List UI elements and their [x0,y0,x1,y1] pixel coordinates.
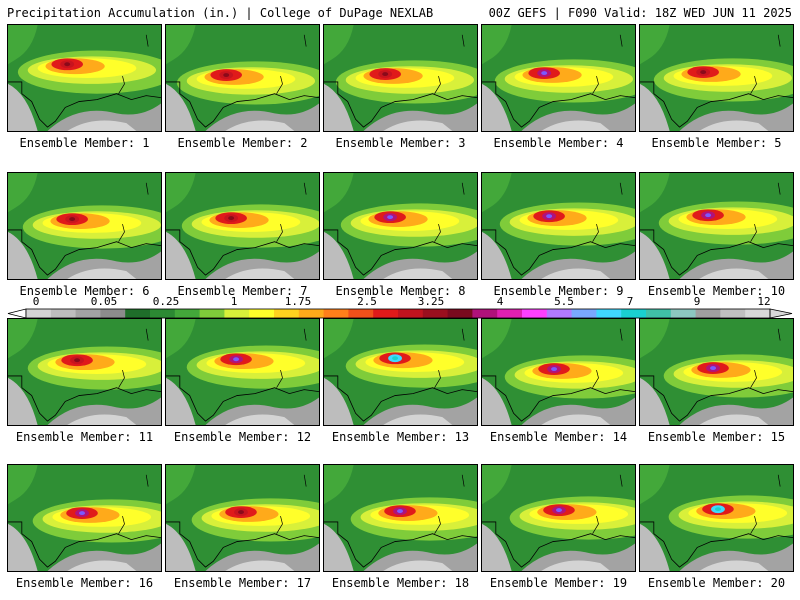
colorbar-tick-label: 3.25 [417,295,445,308]
colorbar-tick-label: 7 [626,295,634,308]
ensemble-member-map [481,318,636,426]
ensemble-member-label: Ensemble Member: 18 [331,576,470,590]
colorbar-swatch [571,309,597,318]
ensemble-member-label: Ensemble Member: 10 [647,284,786,298]
map-title: Precipitation Accumulation (in.) | Colle… [7,6,434,20]
colorbar-tick-label: 9 [693,295,701,308]
ensemble-member-map [639,172,794,280]
colorbar-swatch [422,309,449,318]
ensemble-member-label: Ensemble Member: 11 [15,430,154,444]
ensemble-member-label: Ensemble Member: 12 [173,430,312,444]
ensemble-member-label: Ensemble Member: 9 [493,284,624,298]
colorbar-tick-label: 1.75 [284,295,312,308]
ensemble-member-label: Ensemble Member: 14 [489,430,628,444]
ensemble-member-map [165,464,320,572]
colorbar-swatch [75,309,101,318]
colorbar-swatch [621,309,647,318]
ensemble-member-label: Ensemble Member: 5 [651,136,782,150]
colorbar-tick-label: 0.05 [90,295,118,308]
colorbar-swatch [26,309,52,318]
ensemble-member-map [165,318,320,426]
colorbar-swatch [174,309,201,318]
colorbar-left-arrow [7,308,27,319]
ensemble-member-map [323,318,478,426]
colorbar-swatch [546,309,573,318]
colorbar-swatch [150,309,176,318]
colorbar-swatch [50,309,77,318]
colorbar-swatch [298,309,325,318]
ensemble-member-label: Ensemble Member: 8 [335,284,466,298]
colorbar-swatch [125,309,151,318]
ensemble-member-map [165,172,320,280]
ensemble-member-map [165,24,320,132]
ensemble-member-map [7,24,162,132]
ensemble-member-label: Ensemble Member: 15 [647,430,786,444]
ensemble-member-map [639,464,794,572]
ensemble-member-label: Ensemble Member: 2 [177,136,308,150]
colorbar-swatch [249,309,275,318]
ensemble-member-map [481,24,636,132]
ensemble-member-label: Ensemble Member: 16 [15,576,154,590]
colorbar-right-arrow [769,308,793,319]
colorbar-tick-label: 12 [757,295,771,308]
colorbar-swatch [646,309,672,318]
colorbar-swatch [497,309,523,318]
ensemble-member-map [481,172,636,280]
ensemble-member-map [7,318,162,426]
precipitation-colorbar [7,308,793,319]
ensemble-member-label: Ensemble Member: 17 [173,576,312,590]
colorbar-tick-label: 0 [32,295,40,308]
colorbar-swatch [323,309,349,318]
ensemble-member-map [323,24,478,132]
colorbar-tick-label: 1 [230,295,238,308]
colorbar-swatch [348,309,374,318]
ensemble-member-map [639,318,794,426]
colorbar-swatch [373,309,399,318]
colorbar-tick-label: 2.5 [357,295,377,308]
colorbar-tick-label: 0.25 [152,295,180,308]
colorbar-swatch [224,309,250,318]
colorbar-swatch [745,309,771,318]
ensemble-member-label: Ensemble Member: 19 [489,576,628,590]
colorbar-swatch [695,309,721,318]
colorbar-swatch [274,309,300,318]
ensemble-member-map [7,172,162,280]
colorbar-swatch [596,309,622,318]
colorbar-swatch [447,309,473,318]
ensemble-member-label: Ensemble Member: 7 [177,284,308,298]
ensemble-member-map [7,464,162,572]
ensemble-member-map [323,464,478,572]
ensemble-member-label: Ensemble Member: 3 [335,136,466,150]
colorbar-swatch [472,309,498,318]
ensemble-member-label: Ensemble Member: 20 [647,576,786,590]
ensemble-member-label: Ensemble Member: 6 [19,284,150,298]
colorbar-tick-label: 5.5 [554,295,574,308]
ensemble-member-label: Ensemble Member: 13 [331,430,470,444]
model-run-info: 00Z GEFS | F090 Valid: 18Z WED JUN 11 20… [488,6,792,20]
ensemble-member-label: Ensemble Member: 4 [493,136,624,150]
ensemble-member-map [481,464,636,572]
colorbar-swatch [720,309,746,318]
colorbar-swatch [398,309,424,318]
colorbar-tick-label: 4 [496,295,504,308]
colorbar-swatch [100,309,126,318]
ensemble-member-map [639,24,794,132]
colorbar-swatch [670,309,697,318]
ensemble-member-label: Ensemble Member: 1 [19,136,150,150]
colorbar-swatch [522,309,548,318]
ensemble-member-map [323,172,478,280]
colorbar-swatch [199,309,225,318]
